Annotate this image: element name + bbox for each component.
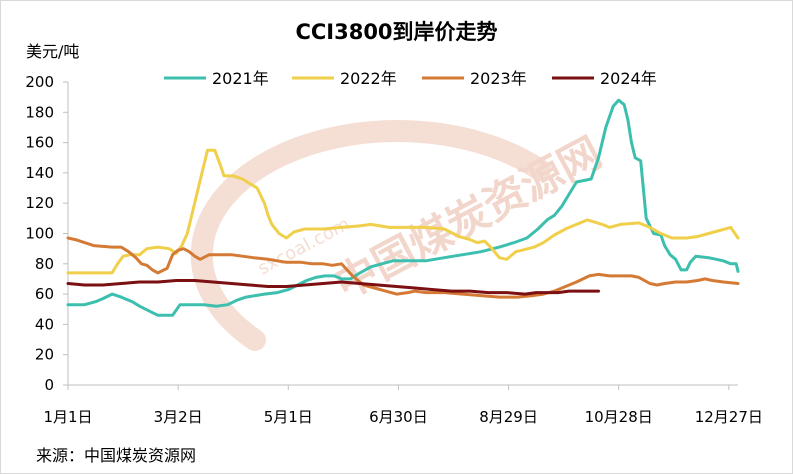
legend-label-2022年: 2022年 [340,69,397,88]
y-axis-unit: 美元/吨 [26,42,80,61]
y-tick-label: 0 [44,376,54,394]
series-line-2024年 [66,279,600,296]
y-tick-label: 100 [25,225,54,243]
x-tick-label: 6月30日 [369,408,428,426]
x-tick-label: 3月2日 [154,408,203,426]
x-tick-label: 10月28日 [585,408,653,426]
x-tick-label: 12月27日 [695,408,763,426]
x-tick-label: 1月1日 [43,408,92,426]
x-tick-label: 8月29日 [479,408,538,426]
series-line-2021年 [66,98,740,317]
y-tick-label: 40 [35,315,54,333]
y-tick-label: 60 [35,285,54,303]
legend-label-2024年: 2024年 [600,69,657,88]
chart-title: CCI3800到岸价走势 [295,20,498,44]
y-tick-label: 80 [35,255,54,273]
svg-text:中国煤炭资源网: 中国煤炭资源网 [327,128,610,309]
legend-label-2023年: 2023年 [470,69,527,88]
x-tick-label: 5月1日 [264,408,313,426]
y-tick-label: 120 [25,194,54,212]
y-tick-label: 160 [25,134,54,152]
axes: 0 20 40 60 80 100 120 140 160 180 200 1月1日 3月2日 5月1日 6… [25,73,763,426]
watermark-logo: 中国煤炭资源网 sxcoal.com [190,120,610,351]
series-lines [66,98,740,317]
y-tick-label: 180 [25,103,54,121]
y-tick-label: 200 [25,73,54,91]
y-tick-label: 140 [25,164,54,182]
legend-label-2021年: 2021年 [212,69,269,88]
legend: 2021年 2022年 2023年 2024年 [164,69,657,88]
y-tick-label: 20 [35,346,54,364]
source-note: 来源：中国煤炭资源网 [36,446,197,465]
